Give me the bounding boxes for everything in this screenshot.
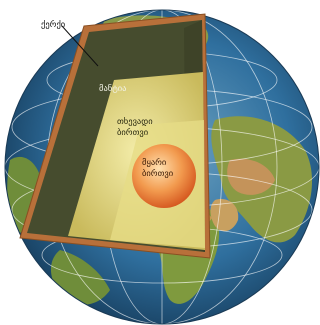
crust-pointer-line xyxy=(61,25,99,67)
crust-label: ქერქი xyxy=(41,19,65,30)
cutaway-wedge xyxy=(19,13,211,259)
mantle-label: მანტია xyxy=(99,83,126,94)
asia-desert xyxy=(227,158,275,195)
inner-core xyxy=(132,144,196,208)
inner-core-label-line1: მყარი xyxy=(142,157,166,168)
left-land xyxy=(7,156,43,235)
outer-core-label-line2: ბირთვი xyxy=(117,127,148,138)
inner-core-label-line2: ბირთვი xyxy=(142,168,173,179)
arabia-land xyxy=(210,199,239,232)
outer-core-label-line1: თხევადი xyxy=(117,116,153,127)
